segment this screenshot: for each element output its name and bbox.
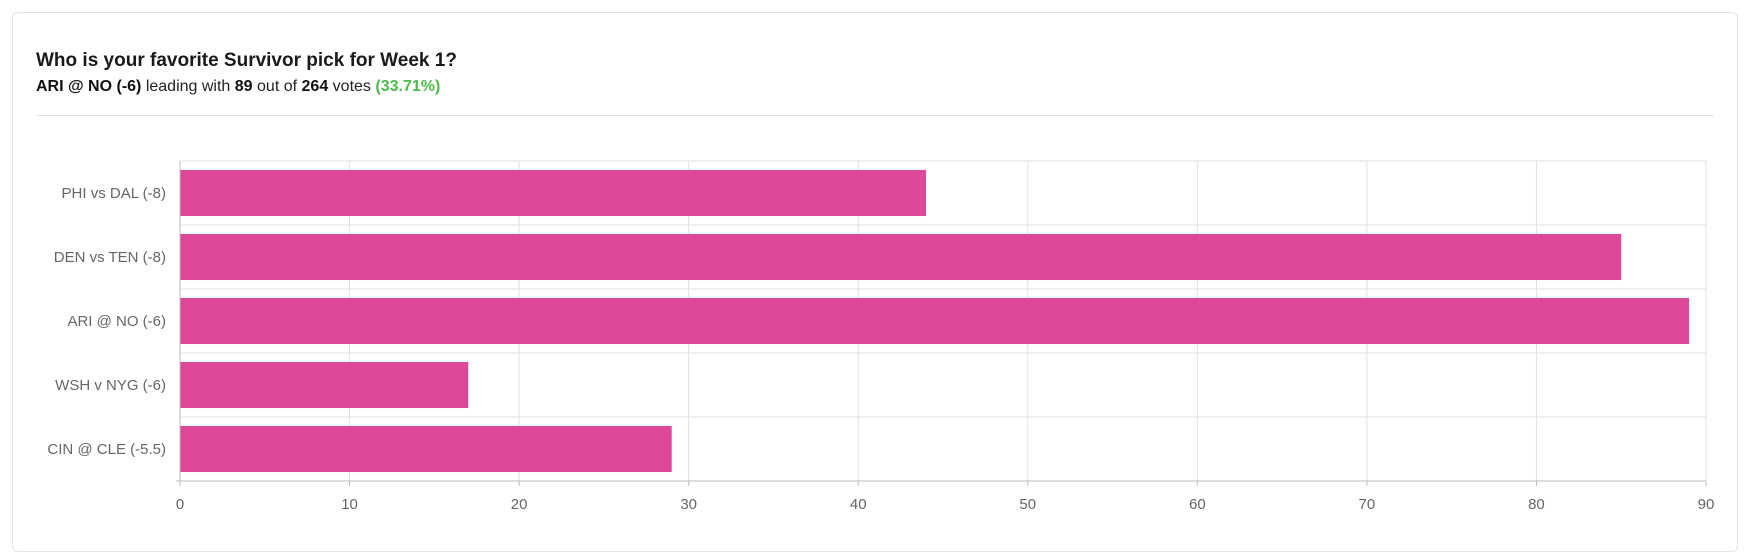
chart-labels: PHI vs DAL (-8) DEN vs TEN (-8) ARI @ NO (… [47,185,1714,513]
x-tick-label: 10 [341,496,358,513]
bar[interactable] [180,425,672,473]
poll-summary: ARI @ NO (-6) leading with 89 out of 264… [36,76,1714,98]
category-label: CIN @ CLE (-5.5) [47,441,166,458]
leading-with-text: leading with [145,78,231,95]
category-label: DEN vs TEN (-8) [54,249,166,266]
leader-percent: (33.71%) [375,78,441,95]
votes-word: votes [332,78,371,95]
bar[interactable] [180,297,1690,345]
x-tick-label: 0 [176,496,184,513]
x-tick-label: 70 [1359,496,1376,513]
bar[interactable] [180,361,469,409]
x-tick-label: 20 [511,496,528,513]
bar[interactable] [180,169,927,217]
category-label: ARI @ NO (-6) [67,313,166,330]
leader-votes: 89 [234,78,253,95]
category-label: WSH v NYG (-6) [55,377,166,394]
x-tick-label: 60 [1189,496,1206,513]
leader-name: ARI @ NO (-6) [36,78,142,95]
chart-axes [176,161,1707,486]
poll-header: Who is your favorite Survivor pick for W… [36,39,1714,116]
x-tick-label: 80 [1528,496,1545,513]
bar[interactable] [180,233,1622,281]
out-of-text: out of [257,78,298,95]
x-tick-label: 90 [1698,496,1715,513]
poll-question: Who is your favorite Survivor pick for W… [36,50,457,71]
total-votes: 264 [301,78,329,95]
x-tick-label: 40 [850,496,867,513]
x-tick-label: 50 [1019,496,1036,513]
category-label: PHI vs DAL (-8) [62,185,166,202]
chart-bars [180,169,1690,473]
x-tick-label: 30 [680,496,697,513]
